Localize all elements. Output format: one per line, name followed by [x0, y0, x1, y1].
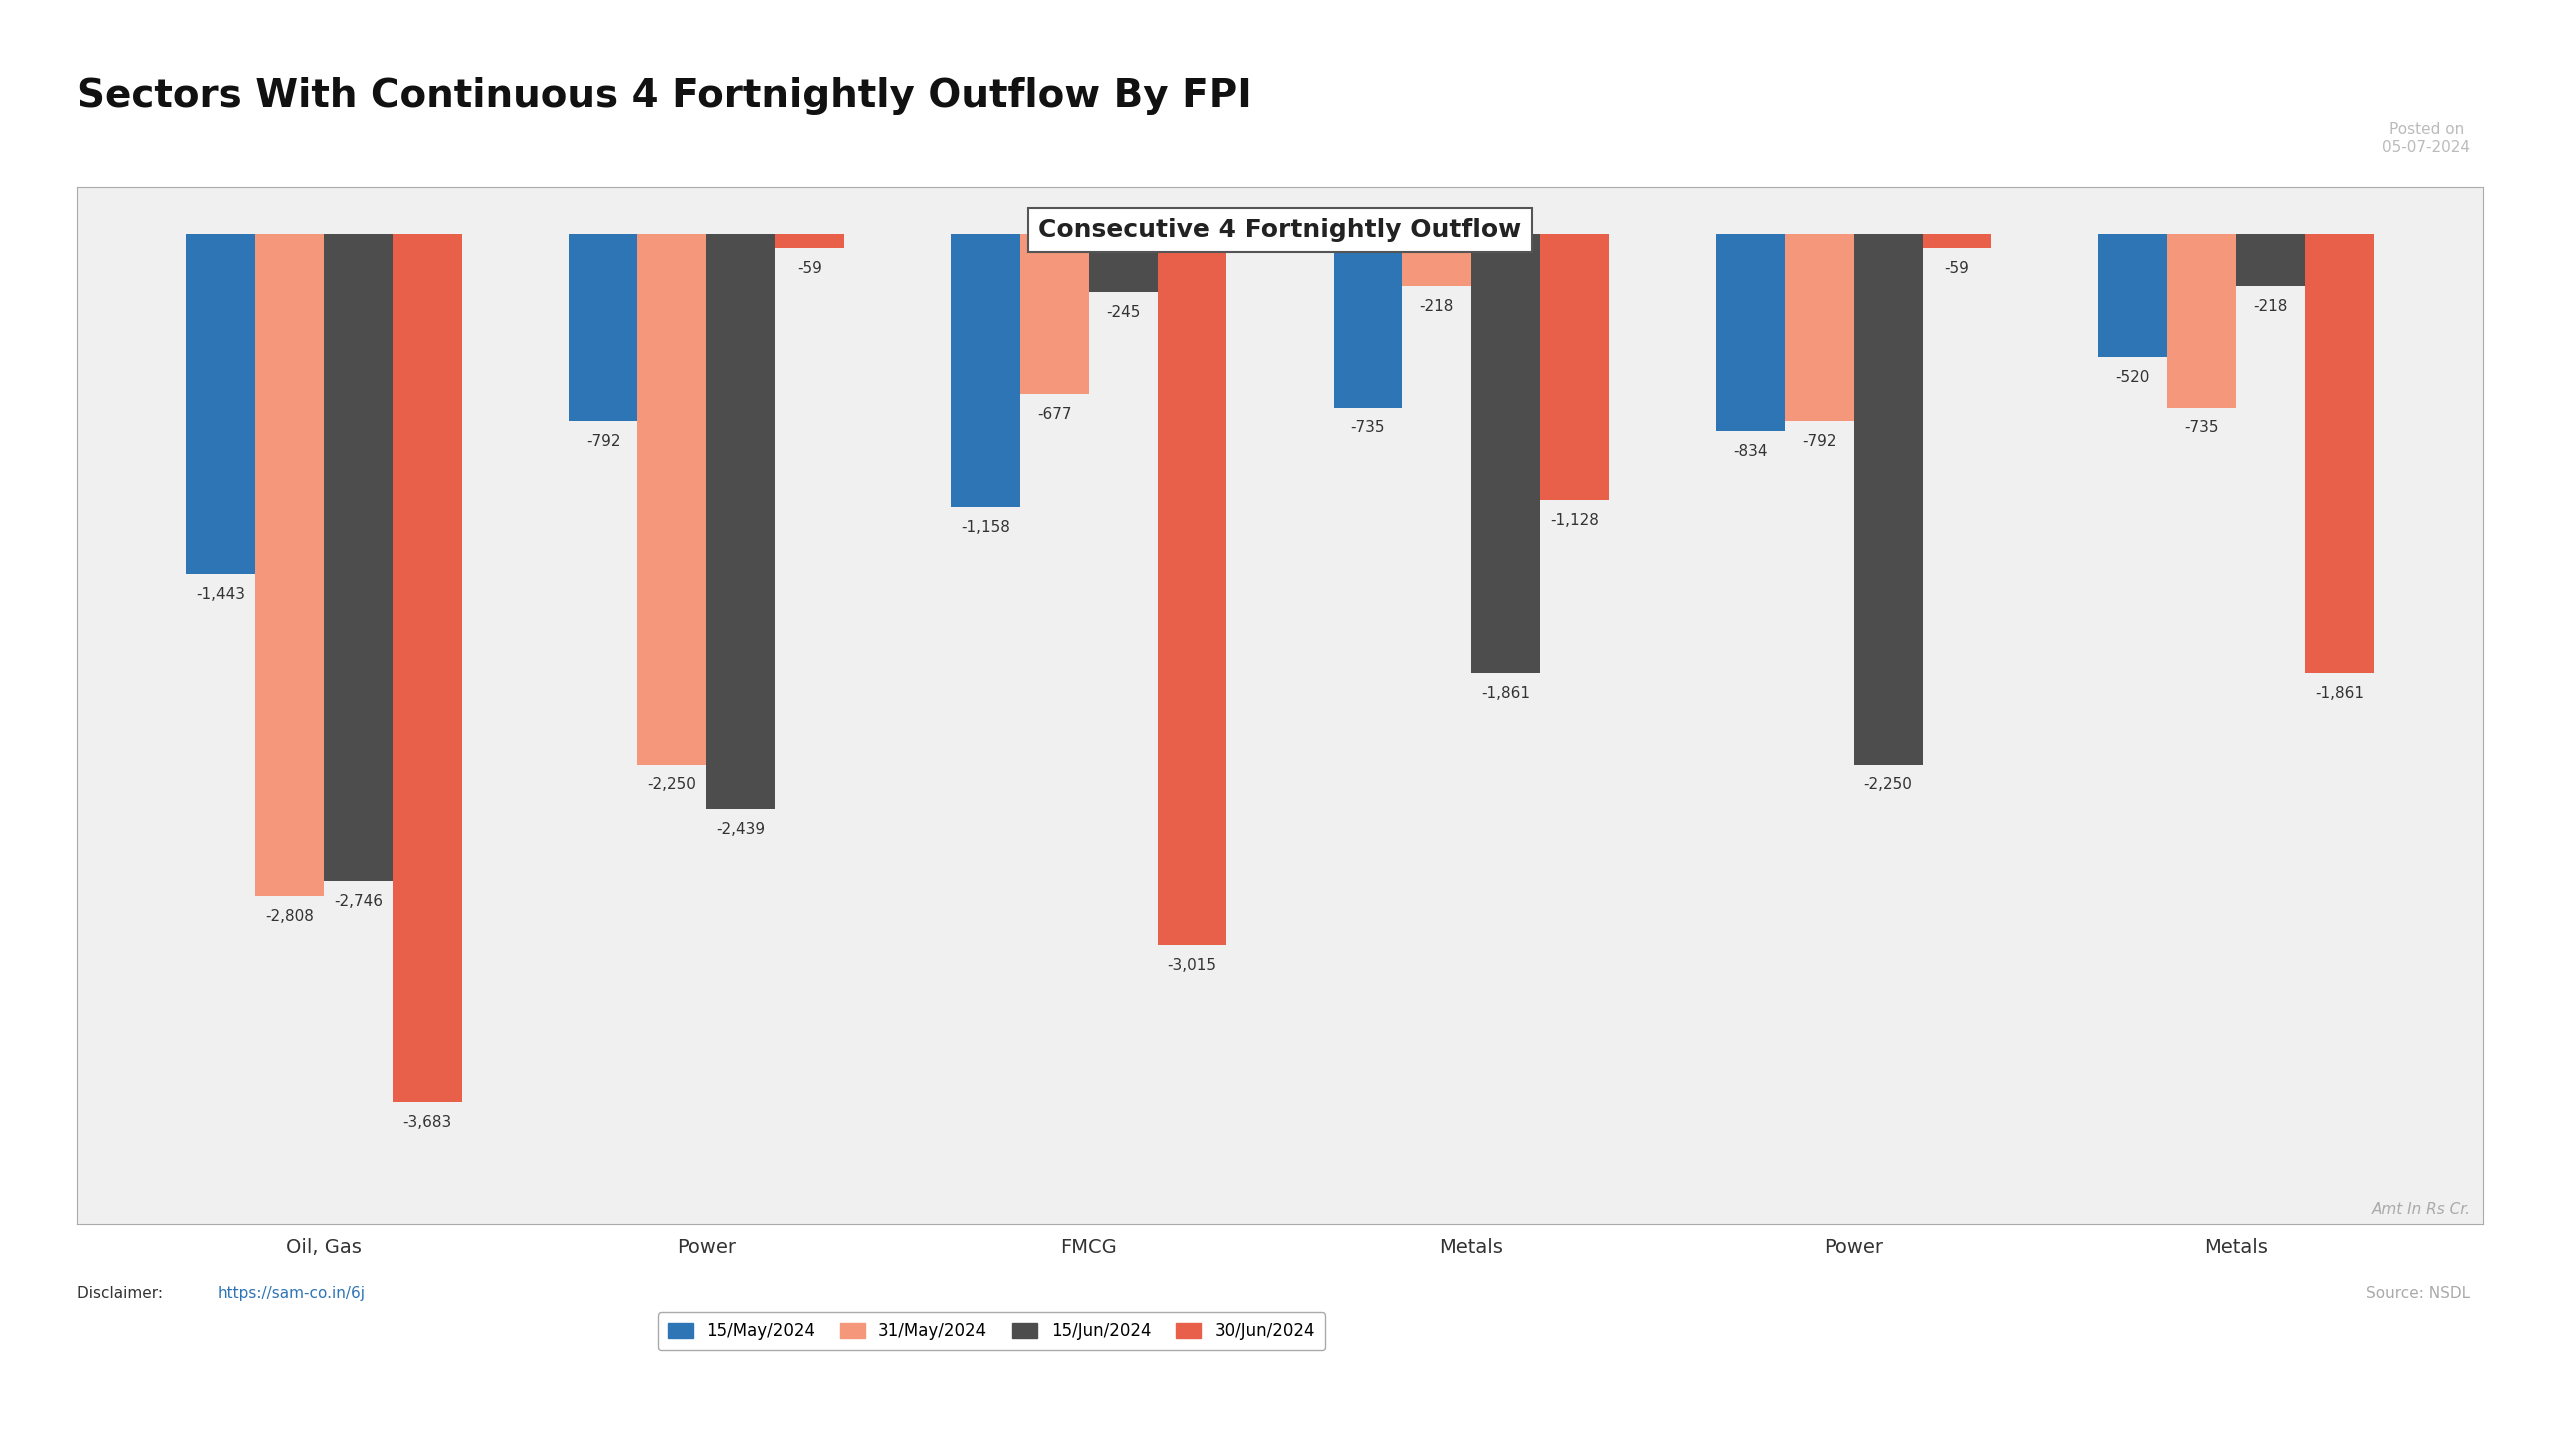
- Bar: [1715, 235, 1784, 431]
- Text: -1,128: -1,128: [1549, 513, 1600, 528]
- Text: Disclaimer:: Disclaimer:: [77, 1286, 166, 1300]
- Text: -792: -792: [586, 433, 620, 449]
- Text: -245: -245: [1106, 305, 1139, 320]
- Bar: [1472, 235, 1541, 672]
- Text: -735: -735: [1352, 420, 1385, 435]
- Bar: [2304, 235, 2373, 672]
- Bar: [568, 235, 637, 420]
- Bar: [2168, 235, 2235, 408]
- Bar: [1334, 235, 1403, 408]
- Text: -735: -735: [2184, 420, 2220, 435]
- Text: Amt In Rs Cr.: Amt In Rs Cr.: [2371, 1202, 2470, 1217]
- Bar: [1019, 235, 1088, 395]
- Text: -218: -218: [1421, 298, 1454, 314]
- Text: -834: -834: [1733, 444, 1766, 459]
- Bar: [325, 235, 392, 881]
- Text: -59: -59: [1946, 261, 1969, 276]
- Bar: [187, 235, 256, 575]
- Bar: [1403, 235, 1472, 285]
- Text: -2,746: -2,746: [333, 894, 384, 909]
- Bar: [1784, 235, 1853, 420]
- Text: -520: -520: [2115, 370, 2150, 384]
- Text: Sectors With Continuous 4 Fortnightly Outflow By FPI: Sectors With Continuous 4 Fortnightly Ou…: [77, 78, 1252, 115]
- Text: #SAMSHOTS: #SAMSHOTS: [51, 1369, 305, 1403]
- Bar: [256, 235, 325, 896]
- Text: ✓SAMCO: ✓SAMCO: [2332, 1369, 2509, 1403]
- Text: -2,250: -2,250: [648, 778, 696, 792]
- Text: -1,443: -1,443: [197, 588, 246, 602]
- Text: -3,015: -3,015: [1167, 958, 1216, 973]
- Bar: [1541, 235, 1608, 500]
- Bar: [392, 235, 461, 1102]
- Text: Consecutive 4 Fortnightly Outflow: Consecutive 4 Fortnightly Outflow: [1039, 219, 1521, 242]
- Text: -218: -218: [2253, 298, 2289, 314]
- Text: -1,861: -1,861: [2314, 685, 2363, 701]
- Text: Posted on
05-07-2024: Posted on 05-07-2024: [2383, 122, 2470, 154]
- Text: -1,158: -1,158: [960, 520, 1011, 536]
- Legend: 15/May/2024, 31/May/2024, 15/Jun/2024, 30/Jun/2024: 15/May/2024, 31/May/2024, 15/Jun/2024, 3…: [658, 1312, 1326, 1351]
- Bar: [776, 235, 845, 248]
- Text: https://sam-co.in/6j: https://sam-co.in/6j: [218, 1286, 366, 1300]
- Bar: [1157, 235, 1226, 945]
- Text: -792: -792: [1802, 433, 1836, 449]
- Bar: [2235, 235, 2304, 285]
- Bar: [707, 235, 776, 809]
- Bar: [2099, 235, 2168, 357]
- Bar: [637, 235, 707, 765]
- Bar: [1923, 235, 1992, 248]
- Bar: [952, 235, 1019, 507]
- Bar: [1853, 235, 1923, 765]
- Text: Source: NSDL: Source: NSDL: [2365, 1286, 2470, 1300]
- Text: -59: -59: [796, 261, 822, 276]
- Bar: [1088, 235, 1157, 292]
- Text: -2,250: -2,250: [1864, 778, 1912, 792]
- Text: -3,683: -3,683: [402, 1115, 451, 1130]
- Text: -2,808: -2,808: [266, 909, 315, 924]
- Text: -1,861: -1,861: [1482, 685, 1531, 701]
- Text: -677: -677: [1037, 408, 1073, 422]
- Text: -2,439: -2,439: [717, 822, 765, 837]
